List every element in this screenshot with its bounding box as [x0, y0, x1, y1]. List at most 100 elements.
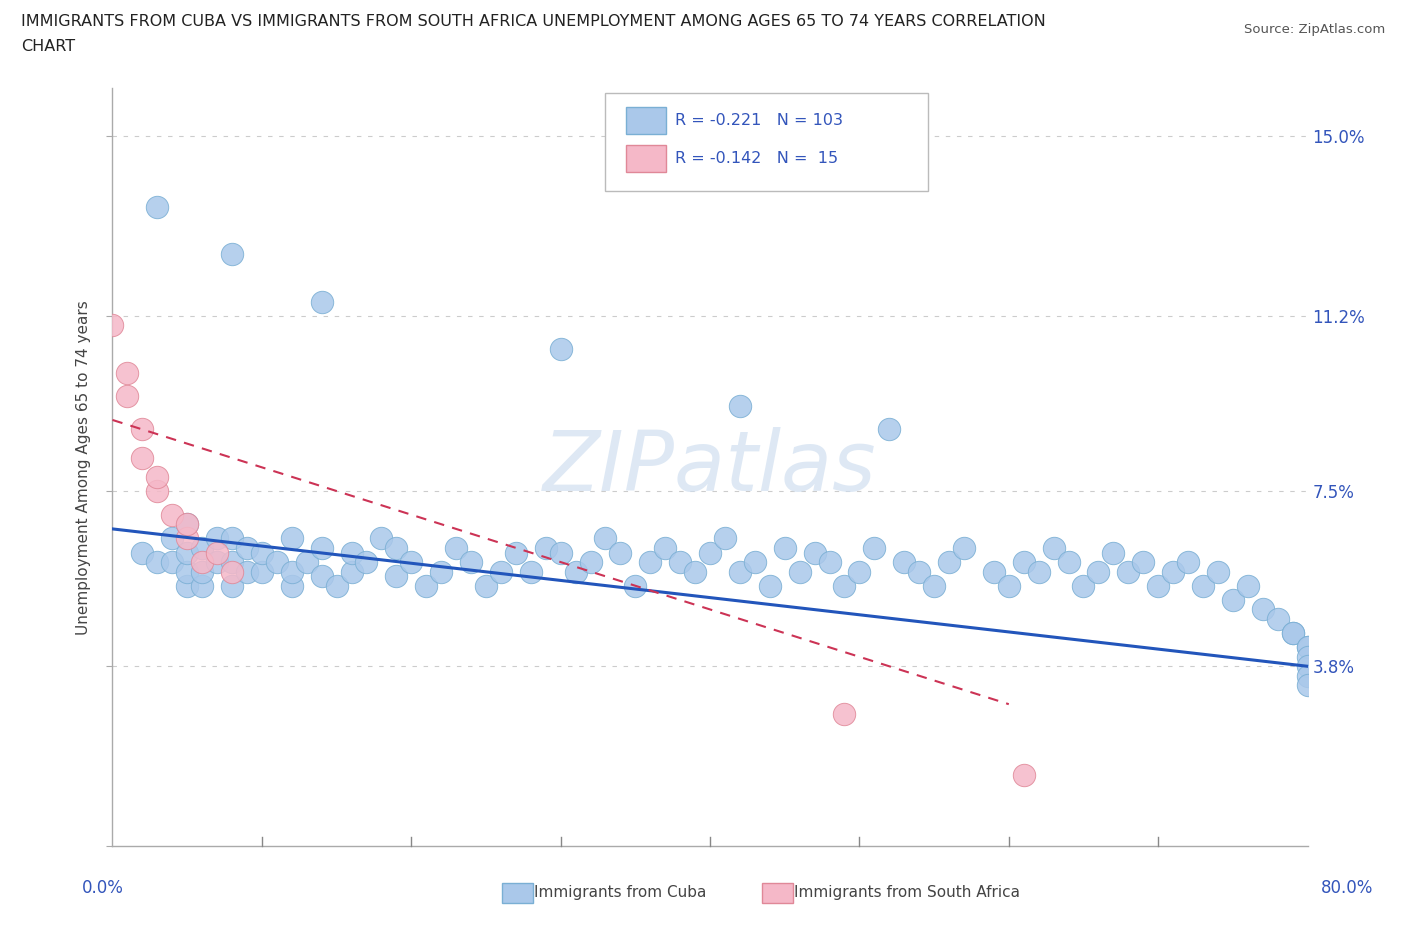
Point — [205, 554, 228, 569]
Point — [1057, 554, 1080, 569]
Point — [1161, 565, 1184, 579]
Point — [475, 578, 498, 593]
Point — [953, 540, 976, 555]
Text: Immigrants from South Africa: Immigrants from South Africa — [794, 885, 1021, 900]
Point — [1012, 768, 1035, 783]
Point — [221, 565, 243, 579]
Point — [205, 545, 228, 560]
Point — [624, 578, 647, 593]
Point — [564, 565, 586, 579]
Point — [998, 578, 1021, 593]
Point — [1102, 545, 1125, 560]
Point — [640, 554, 662, 569]
Text: R = -0.221   N = 103: R = -0.221 N = 103 — [675, 113, 842, 128]
Point — [609, 545, 631, 560]
Point — [1281, 626, 1303, 641]
Point — [1296, 640, 1319, 655]
Point — [191, 565, 214, 579]
Point — [789, 565, 811, 579]
Point — [1296, 678, 1319, 693]
Point — [221, 578, 243, 593]
Point — [728, 565, 751, 579]
Point — [759, 578, 782, 593]
Point — [191, 578, 214, 593]
Point — [550, 545, 572, 560]
Point — [1296, 658, 1319, 673]
Point — [401, 554, 423, 569]
Point — [311, 540, 333, 555]
Point — [281, 565, 304, 579]
Point — [146, 554, 169, 569]
Point — [1281, 626, 1303, 641]
Point — [176, 565, 198, 579]
Point — [281, 578, 304, 593]
Point — [1147, 578, 1170, 593]
Point — [1296, 669, 1319, 684]
Point — [773, 540, 796, 555]
Point — [938, 554, 960, 569]
Point — [922, 578, 945, 593]
Point — [893, 554, 915, 569]
Point — [131, 422, 153, 437]
Point — [221, 531, 243, 546]
Point — [699, 545, 721, 560]
Point — [550, 341, 572, 356]
Point — [1028, 565, 1050, 579]
Text: 0.0%: 0.0% — [82, 879, 124, 897]
Text: IMMIGRANTS FROM CUBA VS IMMIGRANTS FROM SOUTH AFRICA UNEMPLOYMENT AMONG AGES 65 : IMMIGRANTS FROM CUBA VS IMMIGRANTS FROM … — [21, 14, 1046, 29]
Point — [131, 545, 153, 560]
Point — [281, 531, 304, 546]
Point — [295, 554, 318, 569]
Point — [311, 569, 333, 584]
Point — [579, 554, 602, 569]
Point — [340, 565, 363, 579]
Point — [1296, 649, 1319, 664]
Point — [340, 545, 363, 560]
Point — [176, 517, 198, 532]
Point — [818, 554, 841, 569]
Point — [444, 540, 467, 555]
Point — [131, 450, 153, 465]
Point — [162, 531, 183, 546]
Point — [1177, 554, 1199, 569]
Point — [908, 565, 931, 579]
Point — [101, 318, 124, 333]
Point — [176, 545, 198, 560]
Point — [325, 578, 347, 593]
Point — [505, 545, 527, 560]
Point — [117, 389, 139, 404]
Point — [356, 554, 378, 569]
Point — [250, 545, 273, 560]
Point — [489, 565, 512, 579]
Point — [162, 507, 183, 522]
Point — [1132, 554, 1154, 569]
Point — [654, 540, 676, 555]
Point — [162, 554, 183, 569]
Point — [848, 565, 870, 579]
Point — [1267, 612, 1289, 627]
Point — [311, 294, 333, 309]
Point — [146, 470, 169, 485]
Point — [1118, 565, 1140, 579]
Point — [1087, 565, 1109, 579]
Point — [534, 540, 557, 555]
Point — [205, 531, 228, 546]
Text: 80.0%: 80.0% — [1320, 879, 1374, 897]
Point — [370, 531, 392, 546]
Point — [460, 554, 482, 569]
Text: Immigrants from Cuba: Immigrants from Cuba — [534, 885, 707, 900]
Point — [834, 578, 856, 593]
Point — [863, 540, 886, 555]
Point — [1192, 578, 1215, 593]
Point — [176, 517, 198, 532]
Y-axis label: Unemployment Among Ages 65 to 74 years: Unemployment Among Ages 65 to 74 years — [76, 300, 91, 634]
Point — [176, 578, 198, 593]
Point — [669, 554, 692, 569]
Point — [520, 565, 543, 579]
Point — [385, 540, 408, 555]
Point — [236, 565, 259, 579]
Point — [1042, 540, 1064, 555]
Text: CHART: CHART — [21, 39, 75, 54]
Point — [385, 569, 408, 584]
Point — [221, 246, 243, 261]
